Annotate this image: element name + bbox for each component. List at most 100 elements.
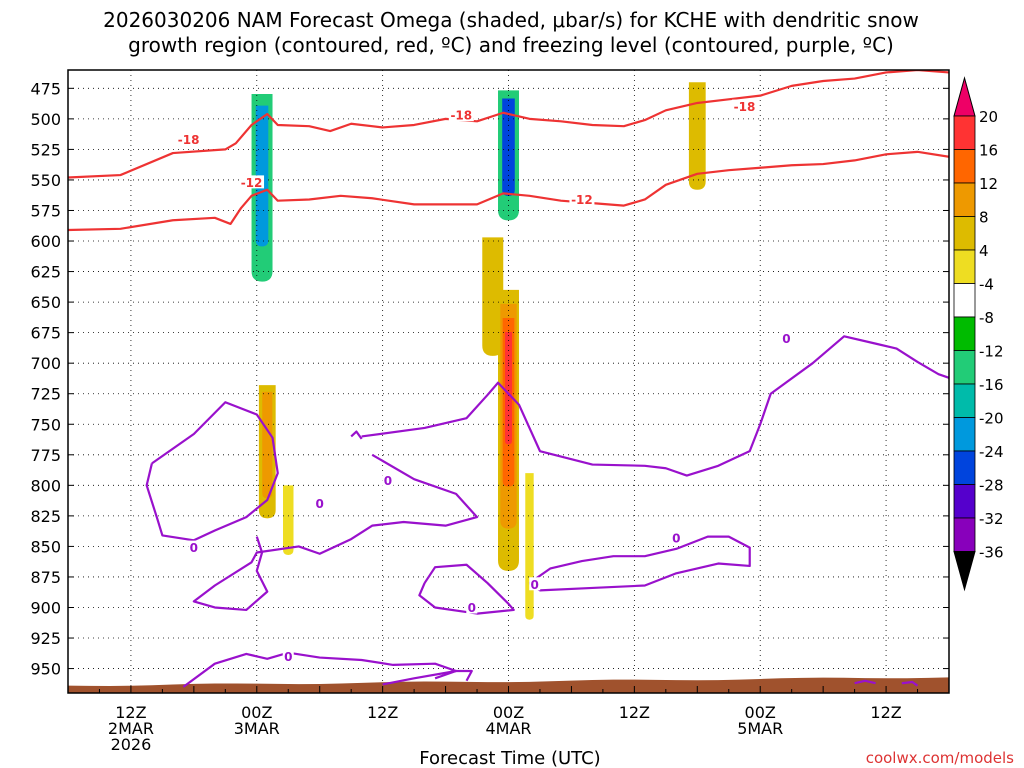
contour-label-2-7: 0 [782, 332, 790, 346]
colorbar-segment-0 [953, 115, 976, 150]
colorbar-label-12: -32 [979, 510, 1004, 528]
omega-cell-1-level-2 [502, 98, 515, 196]
colorbar: 20 16 12 8 4 -4 -8 -12 -16 -20 -24 -28 -32 -36 [953, 76, 1004, 592]
credit-text: coolwx.com/models [866, 749, 1014, 767]
contour-label-bg [176, 132, 202, 146]
contour-label-2-0: 0 [384, 474, 392, 488]
y-tick-label-775: 775 [30, 446, 61, 465]
contour-line-0 [68, 70, 949, 179]
contour-labels: -18 -18 -18 -12 -12 0 0 0 0 0 0 0 0 [176, 99, 792, 664]
contour-label-bg [188, 540, 200, 554]
colorbar-label-4: 4 [979, 242, 989, 260]
x-tick-label-2-0: 12Z [367, 703, 398, 722]
x-tick-label-1-1: 3MAR [234, 719, 280, 738]
colorbar-label-10: -24 [979, 443, 1004, 461]
y-tick-label-700: 700 [30, 354, 61, 373]
x-tick-label-3-0: 00Z [493, 703, 524, 722]
colorbar-bottom-arrow [953, 551, 976, 592]
contour-line-11 [901, 680, 919, 687]
colorbar-segment-8 [953, 383, 976, 418]
contour-line-3 [361, 335, 949, 477]
colorbar-label-0: 20 [979, 108, 998, 126]
y-tick-label-875: 875 [30, 568, 61, 587]
colorbar-segment-4 [953, 249, 976, 284]
colorbar-label-6: -8 [979, 309, 994, 327]
contour-label-0-1: -18 [450, 109, 472, 123]
colorbar-segment-7 [953, 350, 976, 385]
contour-label-0-0: -18 [178, 133, 200, 147]
omega-cell-4-level-0 [283, 485, 294, 555]
colorbar-segment-11 [953, 484, 976, 519]
contour-label-bg [314, 496, 326, 510]
omega-cell-7-level-0 [525, 473, 534, 620]
colorbar-label-8: -16 [979, 376, 1004, 394]
y-tick-label-950: 950 [30, 660, 61, 679]
y-tick-label-850: 850 [30, 537, 61, 556]
y-tick-label-900: 900 [30, 598, 61, 617]
contour-lines [68, 70, 949, 688]
contour-line-4 [192, 453, 479, 612]
y-tick-label-825: 825 [30, 507, 61, 526]
contour-label-bg [670, 530, 682, 544]
contour-line-1 [68, 150, 949, 232]
omega-cell-3-level-1 [262, 391, 273, 499]
x-tick-label-1-0: 00Z [241, 703, 272, 722]
colorbar-segment-3 [953, 216, 976, 251]
contour-label-2-3: 0 [190, 541, 198, 555]
contour-label-2-5: 0 [531, 578, 539, 592]
y-tick-label-600: 600 [30, 232, 61, 251]
contour-label-2-2: 0 [468, 601, 476, 615]
contour-line-2 [145, 401, 279, 542]
chart-title-line1: 2026030206 NAM Forecast Omega (shaded, μ… [103, 8, 919, 32]
colorbar-top-arrow [953, 76, 976, 117]
x-tick-label-3-1: 4MAR [485, 719, 531, 738]
omega-shading [247, 82, 706, 620]
omega-cell-6-level-3 [505, 332, 512, 445]
y-tick-label-925: 925 [30, 629, 61, 648]
contour-label-2-1: 0 [316, 497, 324, 511]
colorbar-segment-6 [953, 316, 976, 351]
colorbar-segment-2 [953, 182, 976, 217]
contour-line-8 [434, 669, 473, 682]
colorbar-label-7: -12 [979, 343, 1004, 361]
contour-label-1-1: -12 [571, 193, 593, 207]
y-tick-label-800: 800 [30, 476, 61, 495]
colorbar-label-1: 16 [979, 142, 998, 160]
contour-label-bg [448, 108, 474, 122]
x-tick-label-5-1: 5MAR [737, 719, 783, 738]
colorbar-label-9: -20 [979, 410, 1004, 428]
contour-label-bg [382, 473, 394, 487]
contour-label-bg [569, 192, 595, 206]
y-tick-label-525: 525 [30, 140, 61, 159]
x-tick-label-5-0: 00Z [745, 703, 776, 722]
colorbar-segment-9 [953, 417, 976, 452]
contour-label-2-6: 0 [672, 531, 680, 545]
y-tick-label-575: 575 [30, 201, 61, 220]
y-tick-label-675: 675 [30, 324, 61, 343]
contour-line-7 [182, 651, 458, 688]
y-tick-label-650: 650 [30, 293, 61, 312]
contour-label-1-0: -12 [241, 176, 263, 190]
contour-line-10 [854, 679, 876, 685]
colorbar-segment-5 [953, 283, 976, 318]
contour-label-bg [529, 577, 541, 591]
x-tick-label-4-0: 12Z [619, 703, 650, 722]
contour-label-bg [282, 649, 294, 663]
chart-title-line2: growth region (contoured, red, ºC) and f… [128, 33, 894, 57]
y-tick-label-750: 750 [30, 415, 61, 434]
x-axis-label: Forecast Time (UTC) [419, 748, 600, 768]
colorbar-segment-12 [953, 517, 976, 552]
contour-line-5 [528, 535, 751, 592]
gridlines [68, 70, 949, 693]
y-tick-label-475: 475 [30, 79, 61, 98]
contour-label-bg [239, 175, 265, 189]
contour-label-bg [780, 331, 792, 345]
y-tick-label-550: 550 [30, 171, 61, 190]
contour-label-0-2: -18 [734, 100, 756, 114]
colorbar-label-2: 12 [979, 175, 998, 193]
x-tick-label-0-0: 12Z [115, 703, 146, 722]
contour-label-bg [731, 99, 757, 113]
pressure-axis: 475 500 525 550 575 600 625 650 675 700 725 750 775 8… [30, 79, 949, 679]
